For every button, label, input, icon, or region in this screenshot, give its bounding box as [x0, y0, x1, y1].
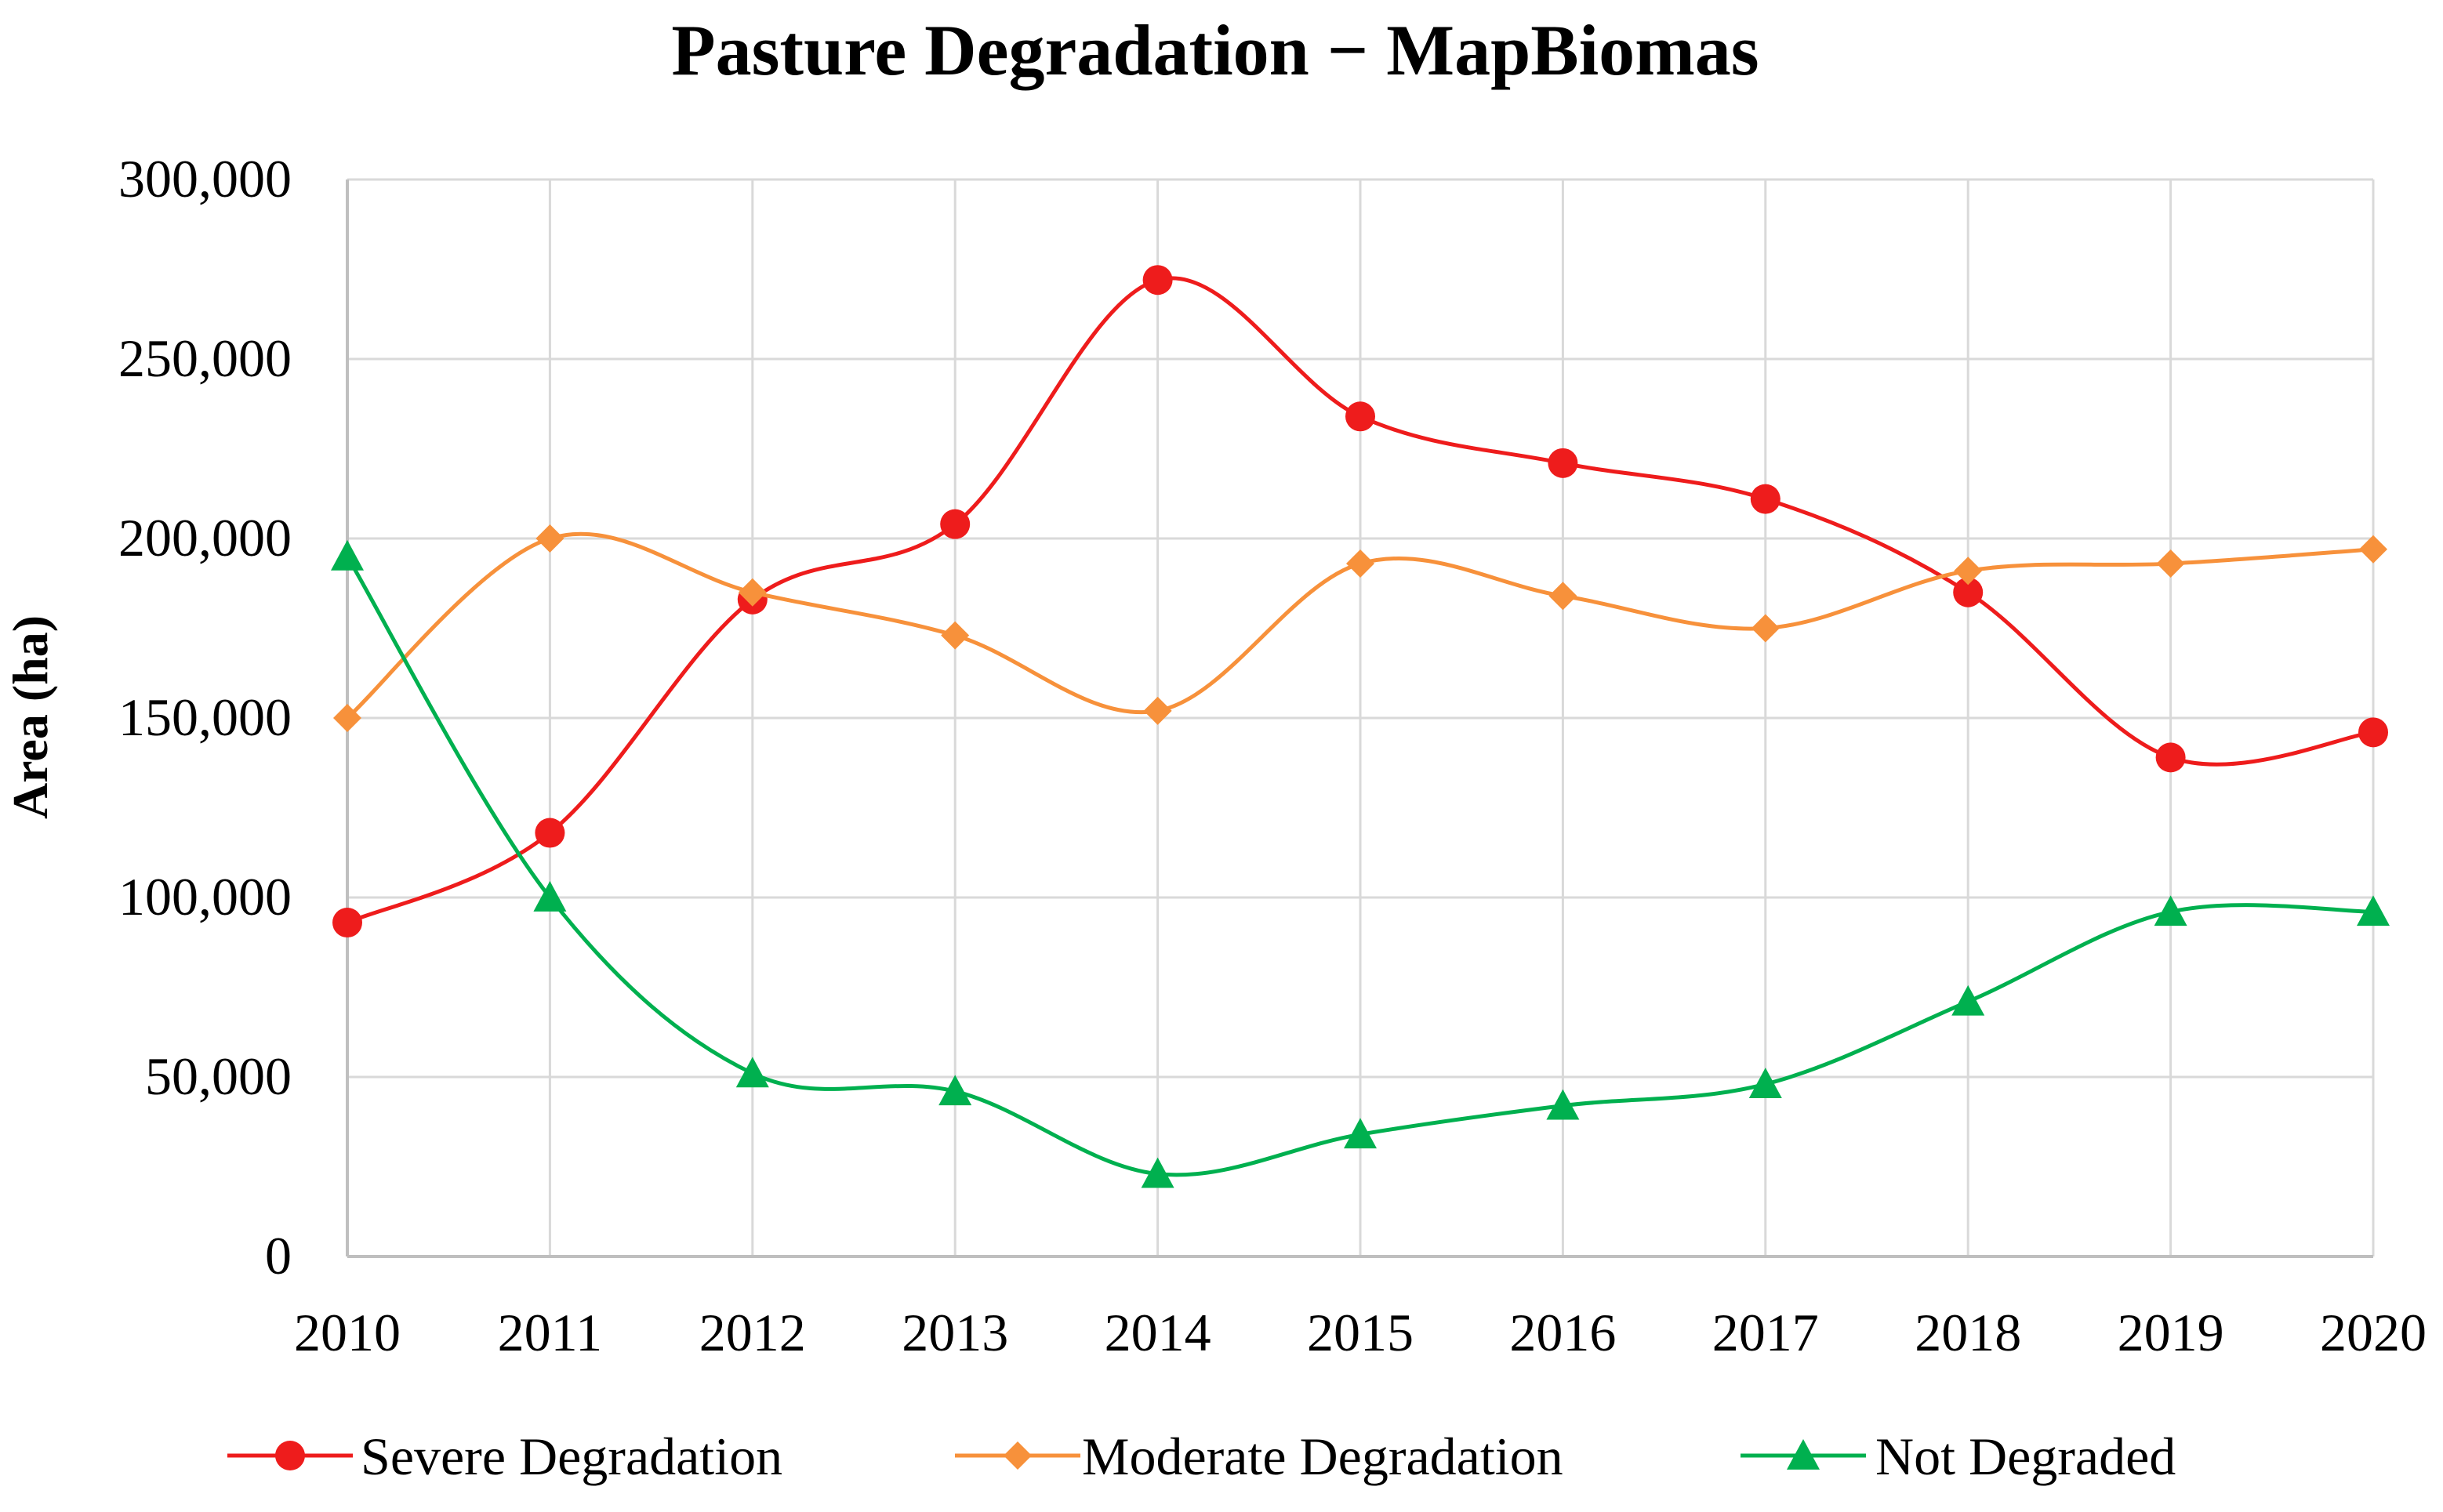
legend-marker-severe-degradation — [275, 1441, 305, 1470]
y-tick-label: 100,000 — [118, 867, 292, 926]
severe-degradation-point-2017 — [1750, 484, 1781, 514]
legend-item-moderate-degradation: Moderate Degradation — [955, 1427, 1563, 1486]
x-tick-label: 2010 — [294, 1303, 401, 1362]
severe-degradation-point-2010 — [332, 908, 362, 938]
moderate-degradation-point-2017 — [1751, 614, 1780, 643]
severe-degradation-point-2013 — [940, 509, 971, 539]
not-degraded-point-2020 — [2357, 895, 2390, 926]
legend: Severe Degradation Moderate Degradation No… — [227, 1427, 2176, 1486]
x-tick-label: 2019 — [2118, 1303, 2224, 1362]
x-tick-label: 2017 — [1712, 1303, 1819, 1362]
not-degraded-point-2018 — [1951, 984, 1985, 1016]
moderate-degradation-point-2019 — [2156, 549, 2185, 578]
moderate-degradation-point-2020 — [2359, 535, 2387, 564]
x-tick-label: 2013 — [902, 1303, 1008, 1362]
series — [331, 265, 2390, 1188]
x-tick-label: 2020 — [2320, 1303, 2427, 1362]
series-not-degraded — [331, 539, 2390, 1188]
moderate-degradation-point-2016 — [1548, 582, 1577, 611]
x-tick-label: 2011 — [498, 1303, 602, 1362]
y-tick-label: 200,000 — [118, 508, 292, 567]
not-degraded-point-2019 — [2154, 895, 2187, 926]
moderate-degradation-point-2015 — [1346, 549, 1374, 578]
legend-item-not-degraded: Not Degraded — [1741, 1427, 2176, 1486]
moderate-degradation-point-2018 — [1954, 557, 1983, 586]
not-degraded-point-2015 — [1344, 1118, 1377, 1149]
moderate-degradation-point-2014 — [1143, 696, 1172, 725]
legend-label-moderate-degradation: Moderate Degradation — [1082, 1427, 1563, 1486]
severe-degradation-point-2015 — [1345, 401, 1375, 432]
not-degraded-line — [345, 555, 2374, 1177]
moderate-degradation-line — [346, 531, 2374, 720]
legend-label-not-degraded: Not Degraded — [1875, 1427, 2176, 1486]
y-tick-label: 0 — [265, 1226, 292, 1285]
severe-degradation-point-2016 — [1548, 448, 1578, 478]
x-tick-label: 2014 — [1105, 1303, 1211, 1362]
severe-degradation-line — [346, 276, 2374, 925]
moderate-degradation-point-2012 — [738, 578, 767, 607]
not-degraded-point-2012 — [735, 1057, 769, 1088]
series-moderate-degradation — [333, 524, 2387, 732]
not-degraded-point-2017 — [1748, 1068, 1782, 1099]
not-degraded-point-2010 — [331, 539, 364, 571]
moderate-degradation-point-2011 — [535, 524, 564, 553]
x-tick-label: 2016 — [1509, 1303, 1616, 1362]
x-tick-label: 2015 — [1307, 1303, 1414, 1362]
y-tick-label: 150,000 — [118, 687, 292, 747]
x-tick-label: 2012 — [699, 1303, 806, 1362]
not-degraded-point-2011 — [533, 881, 567, 912]
axes: 0 50,000 100,000 150,000 200,000 250,000 300,0… — [118, 149, 2427, 1362]
legend-marker-moderate-degradation — [1004, 1441, 1032, 1470]
y-tick-label: 50,000 — [145, 1046, 292, 1106]
severe-degradation-point-2019 — [2155, 742, 2186, 773]
legend-marker-not-degraded — [1787, 1439, 1820, 1470]
severe-degradation-point-2020 — [2358, 717, 2388, 748]
legend-item-severe-degradation: Severe Degradation — [227, 1427, 782, 1486]
moderate-degradation-point-2010 — [333, 704, 361, 732]
chart-title: Pasture Degradation − MapBiomas — [671, 10, 1759, 90]
moderate-degradation-point-2013 — [941, 621, 970, 650]
severe-degradation-point-2018 — [1953, 577, 1984, 607]
y-tick-label: 300,000 — [118, 149, 292, 208]
legend-label-severe-degradation: Severe Degradation — [361, 1427, 782, 1486]
severe-degradation-point-2011 — [535, 818, 565, 848]
y-tick-label: 250,000 — [118, 328, 292, 388]
y-axis-label: Area (ha) — [2, 615, 58, 819]
severe-degradation-point-2014 — [1142, 265, 1173, 296]
not-degraded-point-2016 — [1546, 1089, 1580, 1120]
not-degraded-point-2013 — [938, 1075, 972, 1106]
not-degraded-point-2014 — [1141, 1157, 1174, 1188]
x-tick-label: 2018 — [1915, 1303, 2021, 1362]
